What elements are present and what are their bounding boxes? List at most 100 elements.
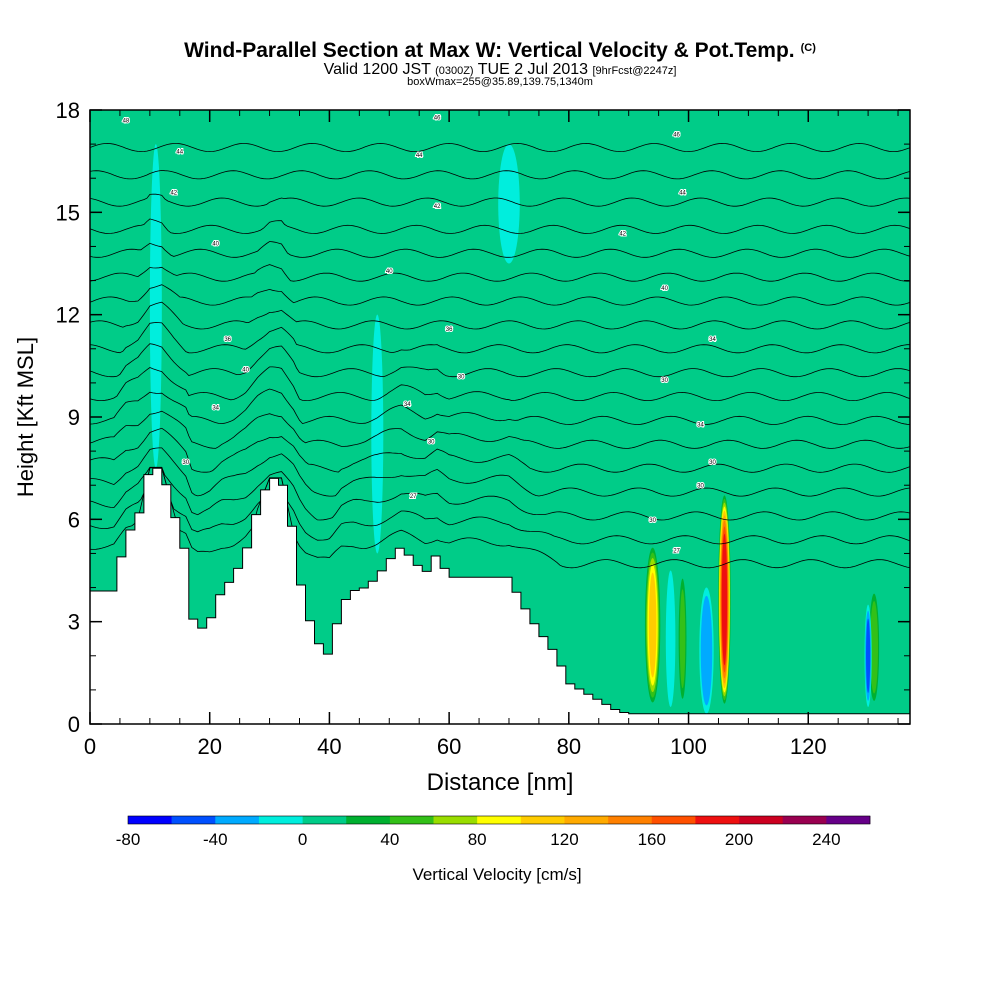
w-contour-band <box>149 144 162 469</box>
isentrope-line <box>90 467 910 545</box>
isentrope-label: 46 <box>673 132 680 138</box>
x-tick-label: 40 <box>317 734 341 759</box>
y-tick-label: 6 <box>68 507 80 532</box>
w-cell-7 <box>160 127 175 469</box>
colorbar-tick-label: 120 <box>550 830 578 849</box>
isentrope-label: 44 <box>416 153 423 159</box>
terrain-mask <box>90 467 910 724</box>
w-cell-13 <box>500 348 518 469</box>
isentrope-label: 30 <box>697 484 704 490</box>
colorbar-swatch <box>215 816 260 824</box>
isentrope-label: 30 <box>182 460 189 466</box>
isentrope-line <box>90 264 910 282</box>
w-contour-band <box>665 570 676 707</box>
isentrope-label: 30 <box>458 375 465 381</box>
chart-title: Wind-Parallel Section at Max W: Vertical… <box>0 36 1000 63</box>
isentrope-line <box>90 466 910 521</box>
isentrope-label: 42 <box>434 204 441 210</box>
colorbar-swatch <box>258 816 303 824</box>
colorbar-swatch <box>128 816 172 824</box>
isentrope-label: 46 <box>434 115 441 121</box>
y-tick-label: 18 <box>56 98 80 123</box>
colorbar-swatch <box>520 816 565 824</box>
w-contour-band <box>648 572 657 678</box>
valid-prefix: Valid 1200 JST <box>323 61 431 78</box>
isentrope-lines: 48 46 46 44 44 44 42 42 42 40 40 40 36 36 34 40 30 30 34 34… <box>90 114 910 569</box>
isentrope-line <box>90 284 910 306</box>
forecast-info: [9hrFcst@2247z] <box>592 65 677 77</box>
isentrope-line <box>90 241 910 258</box>
colorbar-swatch <box>826 816 871 824</box>
isentrope-line <box>90 388 910 425</box>
w-contour-band <box>679 589 686 689</box>
y-tick-label: 9 <box>68 405 80 430</box>
isentrope-line <box>90 427 910 473</box>
isentrope-label: 36 <box>446 327 453 333</box>
colorbar-tick-label: 160 <box>638 830 666 849</box>
isentrope-line <box>90 322 910 354</box>
isentrope-line <box>90 343 910 378</box>
isentrope-label: 44 <box>679 190 686 196</box>
isentrope-line <box>90 169 910 180</box>
isentrope-line <box>90 467 910 569</box>
isentrope-label: 34 <box>697 422 704 428</box>
w-contour-band <box>733 116 764 486</box>
isentrope-label: 34 <box>709 337 716 343</box>
w-contour-band <box>870 600 879 694</box>
isentrope-label: 30 <box>428 439 435 445</box>
w-contour-band <box>721 533 728 666</box>
isentrope-line <box>90 366 910 402</box>
x-tick-label: 60 <box>437 734 461 759</box>
copyright-mark: (C) <box>800 42 816 54</box>
chart-subtitle: Valid 1200 JST (0300Z) TUE 2 Jul 2013 [9… <box>0 61 1000 80</box>
isentrope-label: 40 <box>661 286 668 292</box>
y-tick-label: 3 <box>68 610 80 635</box>
colorbar-swatch <box>346 816 391 824</box>
colorbar-frame <box>127 815 871 825</box>
colorbar-swatch <box>389 816 434 824</box>
w-cell-11 <box>371 314 384 554</box>
colorbar-tick-label: -40 <box>203 830 228 849</box>
isentrope-line <box>90 301 910 330</box>
w-cell-2 <box>677 570 688 707</box>
isentrope-label: 30 <box>709 460 716 466</box>
y-tick-label: 15 <box>56 200 80 225</box>
isentrope-line <box>90 142 910 153</box>
colorbar-tick-label: -80 <box>116 830 141 849</box>
x-tick-label: 120 <box>790 734 827 759</box>
isentrope-label: 40 <box>212 242 219 248</box>
isentrope-label: 48 <box>123 119 130 125</box>
colorbar-swatch <box>302 816 347 824</box>
colorbar-tick-label: 200 <box>725 830 753 849</box>
isentrope-label: 27 <box>673 549 680 555</box>
y-tick-label: 12 <box>56 303 80 328</box>
colorbar: -80 -40 0 40 80 120 160 200 240 Vertical Velocity… <box>116 815 871 884</box>
colorbar-swatch <box>651 816 696 824</box>
w-cell-6 <box>864 604 872 707</box>
w-cell-0 <box>644 543 662 707</box>
colorbar-swatch <box>477 816 522 824</box>
x-tick-label: 0 <box>84 734 96 759</box>
w-contour-band <box>278 161 297 486</box>
isentrope-line <box>90 410 910 449</box>
colorbar-swatch <box>608 816 653 824</box>
box-info: boxWmax=255@35.89,139.75,1340m <box>407 76 593 88</box>
isentrope-label: 34 <box>404 402 411 408</box>
isentrope-label: 44 <box>176 149 183 155</box>
colorbar-tick-label: 80 <box>468 830 487 849</box>
isentrope-label: 34 <box>212 405 219 411</box>
w-cell-15 <box>733 116 764 486</box>
w-cell-8 <box>149 144 162 469</box>
w-contour-band <box>700 595 713 706</box>
w-cell-12 <box>498 144 520 264</box>
w-contour-band <box>500 348 518 469</box>
colorbar-swatch <box>171 816 216 824</box>
colorbar-tick-label: 0 <box>298 830 307 849</box>
x-tick-label: 20 <box>197 734 221 759</box>
x-tick-label: 100 <box>670 734 707 759</box>
isentrope-label: 30 <box>649 518 656 524</box>
y-axis-label: Height [Kft MSL] <box>13 337 38 497</box>
w-cell-4 <box>665 570 676 707</box>
